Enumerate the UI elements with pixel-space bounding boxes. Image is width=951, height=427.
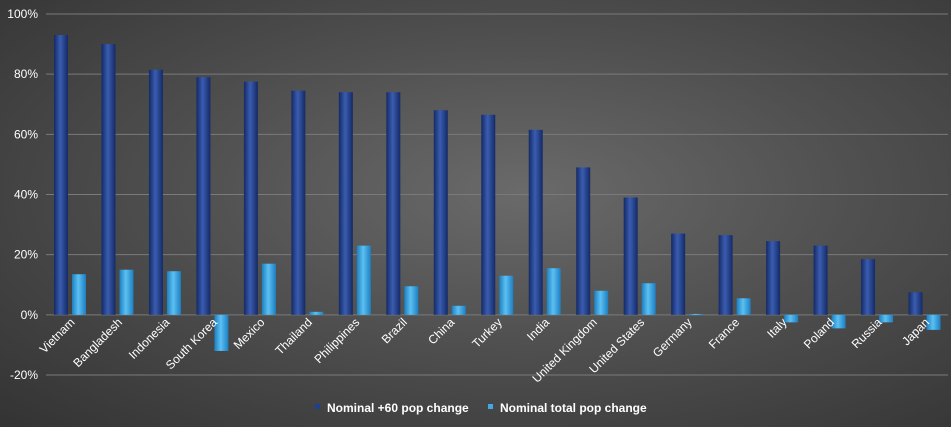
x-tick-label: France xyxy=(706,315,743,352)
x-tick-label: India xyxy=(524,315,553,344)
legend: Nominal +60 pop change Nominal total pop … xyxy=(315,401,647,415)
x-tick-label: Vietnam xyxy=(37,315,78,356)
bar-60-pop-united-states xyxy=(623,197,638,315)
x-tick-label: Philippines xyxy=(311,315,362,366)
bar-total-pop-india xyxy=(546,268,561,315)
x-tick-label: South Korea xyxy=(163,315,220,372)
bar-total-pop-philippines xyxy=(356,245,371,315)
bar-60-pop-italy xyxy=(766,241,781,315)
x-tick-label: Mexico xyxy=(231,315,268,352)
bar-total-pop-france xyxy=(736,298,751,315)
y-tick-label: 20% xyxy=(14,248,38,262)
y-tick-label: 60% xyxy=(14,127,38,141)
bar-total-pop-thailand xyxy=(309,311,324,315)
x-tick-label: Indonesia xyxy=(126,315,173,362)
bar-60-pop-bangladesh xyxy=(101,44,116,315)
x-tick-label: Brazil xyxy=(379,315,410,346)
bar-total-pop-turkey xyxy=(499,275,514,315)
bar-60-pop-mexico xyxy=(243,81,258,315)
y-tick-label: 40% xyxy=(14,188,38,202)
bar-total-pop-poland xyxy=(831,314,846,329)
bar-total-pop-brazil xyxy=(404,286,419,315)
y-tick-label: 100% xyxy=(7,7,38,21)
bar-60-pop-philippines xyxy=(338,92,353,315)
gridlines xyxy=(46,13,948,376)
bar-60-pop-poland xyxy=(813,245,828,315)
y-axis: -20% 0% 20% 40% 60% 80% 100% xyxy=(7,7,38,382)
bar-total-pop-vietnam xyxy=(72,274,86,315)
bar-total-pop-indonesia xyxy=(166,271,181,315)
x-tick-label: Russia xyxy=(849,315,885,351)
bar-60-pop-south-korea xyxy=(196,77,211,315)
x-tick-label: Germany xyxy=(650,315,695,360)
x-tick-label: Japan xyxy=(899,315,932,348)
bar-60-pop-china xyxy=(433,110,448,315)
bar-60-pop-vietnam xyxy=(54,35,68,315)
bar-60-pop-russia xyxy=(861,259,876,315)
y-tick-label: 80% xyxy=(14,67,38,81)
bar-total-pop-bangladesh xyxy=(119,269,134,315)
legend-swatch xyxy=(315,404,320,409)
x-tick-label: Poland xyxy=(801,315,837,351)
bar-60-pop-indonesia xyxy=(148,69,163,315)
bar-total-pop-united-states xyxy=(641,283,656,315)
legend-label: Nominal +60 pop change xyxy=(327,401,469,415)
y-tick-label: -20% xyxy=(10,368,38,382)
x-tick-label: Bangladesh xyxy=(70,315,125,370)
bar-60-pop-thailand xyxy=(291,90,306,315)
y-tick-label: 0% xyxy=(21,308,39,322)
bar-total-pop-japan xyxy=(926,314,941,330)
bar-60-pop-brazil xyxy=(386,92,401,315)
bar-60-pop-turkey xyxy=(481,114,496,315)
x-tick-label: China xyxy=(425,315,457,347)
bar-60-pop-united-kingdom xyxy=(576,167,591,315)
legend-label: Nominal total pop change xyxy=(500,401,647,415)
bar-total-pop-russia xyxy=(879,314,894,323)
legend-swatch xyxy=(488,404,493,409)
bar-60-pop-india xyxy=(528,129,543,315)
bar-total-pop-germany xyxy=(689,313,704,315)
bars xyxy=(54,35,941,351)
bar-total-pop-italy xyxy=(784,314,799,323)
bar-60-pop-japan xyxy=(908,292,923,315)
x-tick-label: Turkey xyxy=(469,315,505,351)
bar-total-pop-china xyxy=(451,305,466,315)
bar-total-pop-south-korea xyxy=(214,314,229,351)
bar-total-pop-mexico xyxy=(261,263,276,315)
bar-60-pop-germany xyxy=(671,233,686,315)
x-tick-label: Thailand xyxy=(272,315,314,357)
bar-total-pop-united-kingdom xyxy=(594,290,609,315)
bar-60-pop-france xyxy=(718,235,733,315)
